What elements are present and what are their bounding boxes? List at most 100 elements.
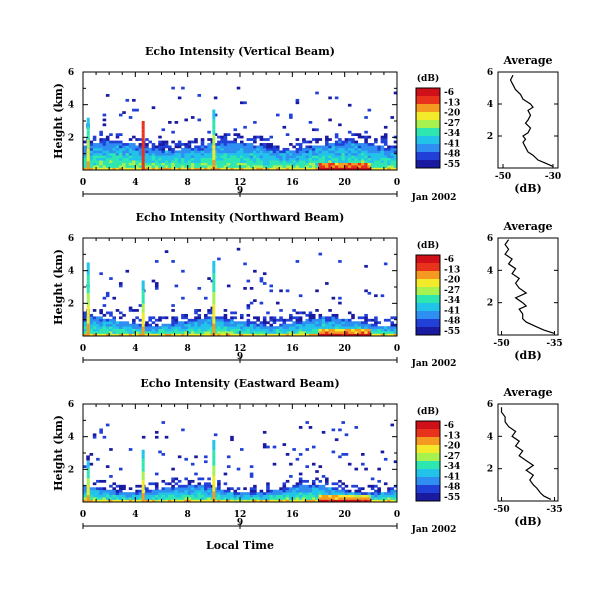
heatmap-cell	[207, 162, 211, 166]
heatmap-cell	[331, 167, 336, 171]
heatmap-cell	[334, 489, 339, 493]
heatmap-cell	[171, 331, 175, 334]
heatmap-cell	[148, 497, 152, 500]
heatmap-cell	[217, 135, 221, 139]
heatmap-cell	[305, 165, 309, 168]
echo-spike	[141, 312, 145, 318]
heatmap-cell	[168, 155, 172, 159]
heatmap-cell	[197, 162, 202, 166]
heatmap-cell	[217, 487, 221, 491]
heatmap-cell	[318, 138, 323, 141]
heatmap-cell	[259, 331, 264, 334]
heatmap-cell	[269, 145, 274, 149]
heatmap-cell	[364, 323, 368, 327]
heatmap-cell	[331, 162, 336, 166]
colorbar-segment	[416, 281, 440, 284]
heatmap-cell	[325, 147, 329, 151]
heatmap-cell	[275, 145, 280, 149]
heatmap-cell	[334, 326, 339, 329]
y-tick-label: 2	[68, 133, 74, 143]
heatmap-cell	[96, 494, 100, 498]
echo-spike	[86, 471, 90, 475]
heatmap-cell	[325, 152, 329, 156]
heatmap-cell	[96, 497, 100, 500]
heatmap-cell	[344, 143, 349, 146]
heatmap-cell	[285, 147, 290, 151]
heatmap-cell	[161, 326, 166, 329]
heatmap-cell	[321, 157, 326, 161]
heatmap-cell	[357, 326, 362, 329]
heatmap-cell	[171, 167, 175, 171]
heatmap-cell	[161, 489, 166, 493]
heatmap-cell	[262, 147, 267, 151]
heatmap-cell	[344, 155, 349, 159]
heatmap-cell	[204, 460, 208, 464]
heatmap-cell	[118, 145, 123, 149]
heatmap-cell	[325, 162, 329, 166]
heatmap-cell	[226, 167, 231, 171]
heatmap-cell	[282, 160, 287, 163]
heatmap-cell	[171, 150, 175, 154]
average-title: Average	[502, 54, 552, 67]
heatmap-cell	[347, 311, 352, 315]
heatmap-cell	[387, 497, 391, 500]
heatmap-cell	[253, 157, 257, 161]
heatmap-cell	[266, 499, 270, 503]
heatmap-cell	[194, 492, 198, 495]
colorbar-segment	[416, 128, 440, 131]
heatmap-cell	[344, 494, 349, 498]
heatmap-cell	[325, 489, 329, 493]
heatmap-cell	[161, 165, 166, 168]
heatmap-cell	[311, 331, 316, 334]
heatmap-cell	[154, 157, 159, 161]
heatmap-cell	[154, 150, 159, 154]
echo-spike	[86, 464, 90, 468]
heatmap-cell	[390, 316, 395, 320]
heatmap-cell	[259, 165, 264, 168]
heatmap-cell	[145, 147, 149, 151]
colorbar-segment	[416, 138, 440, 141]
heatmap-cell	[295, 323, 300, 327]
heatmap-cell	[154, 323, 159, 327]
heatmap-cell	[321, 492, 326, 495]
heatmap-cell	[305, 499, 309, 503]
heatmap-cell	[328, 118, 332, 122]
heatmap-cell	[305, 333, 309, 337]
heatmap-cell	[207, 167, 211, 171]
heatmap-cell	[207, 155, 211, 159]
heatmap-cell	[387, 331, 391, 334]
heatmap-cell	[112, 333, 117, 337]
heatmap-cell	[266, 157, 270, 161]
heatmap-cell	[148, 140, 152, 144]
heatmap-cell	[262, 165, 267, 168]
heatmap-cell	[354, 426, 359, 429]
heatmap-cell	[207, 321, 211, 325]
heatmap-cell	[102, 155, 107, 159]
heatmap-cell	[164, 492, 169, 495]
heatmap-cell	[164, 326, 169, 329]
heatmap-cell	[226, 140, 231, 144]
heatmap-cell	[148, 167, 152, 171]
heatmap-cell	[321, 430, 326, 434]
heatmap-cell	[181, 499, 185, 503]
heatmap-cell	[102, 165, 107, 168]
heatmap-cell	[187, 155, 192, 159]
heatmap-cell	[132, 333, 136, 337]
heatmap-cell	[357, 489, 362, 493]
heatmap-cell	[223, 157, 228, 161]
heatmap-cell	[262, 331, 267, 334]
heatmap-cell	[181, 296, 185, 300]
heatmap-cell	[174, 167, 179, 171]
heatmap-cell	[171, 160, 175, 163]
heatmap-cell	[207, 165, 211, 168]
heatmap-cell	[118, 284, 123, 288]
echo-spike	[86, 293, 90, 300]
heatmap-cell	[318, 147, 323, 151]
heatmap-cell	[393, 331, 398, 334]
heatmap-cell	[233, 143, 238, 146]
heatmap-cell	[387, 489, 391, 493]
heatmap-cell	[102, 145, 107, 149]
heatmap-cell	[387, 165, 391, 168]
heatmap-cell	[347, 497, 352, 500]
heatmap-cell	[220, 167, 224, 171]
